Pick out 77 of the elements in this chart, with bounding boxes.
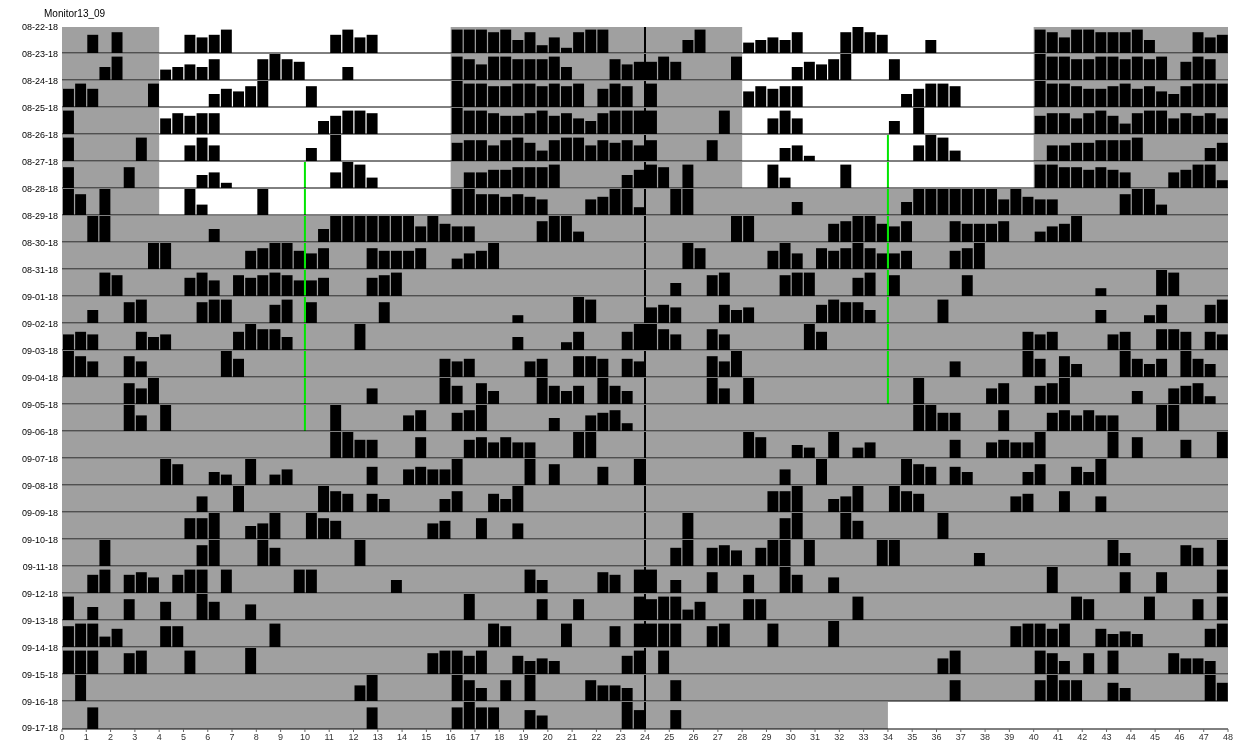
y-axis-title: 08-29-18 <box>20 210 58 222</box>
x-tick-label: 22 <box>591 732 602 743</box>
y-axis-title: 09-08-18 <box>20 480 58 492</box>
y-axis-title: 09-13-18 <box>20 615 58 627</box>
x-tick-label: 39 <box>1004 732 1015 743</box>
x-tick-label: 2 <box>108 732 114 743</box>
y-axis-title: 09-06-18 <box>20 426 58 438</box>
x-tick-label: 29 <box>761 732 772 743</box>
y-axis-title: 08-24-18 <box>20 75 58 87</box>
x-tick-label: 14 <box>397 732 408 743</box>
y-axis-title: 08-23-18 <box>20 48 58 60</box>
y-axis-title: 09-11-18 <box>21 561 58 573</box>
x-tick-label: 30 <box>785 732 796 743</box>
x-tick-label: 24 <box>639 732 651 743</box>
x-tick-label: 3 <box>132 732 138 743</box>
x-tick-label: 42 <box>1077 732 1088 743</box>
y-axis-title: 09-02-18 <box>20 318 58 330</box>
x-tick-label: 38 <box>980 732 991 743</box>
x-tick-label: 32 <box>834 732 845 743</box>
chart-title: Monitor13_09 <box>44 8 106 19</box>
x-tick-label: 37 <box>955 732 966 743</box>
y-axis-title: 08-28-18 <box>20 183 58 195</box>
x-tick-label: 26 <box>688 732 699 743</box>
y-axis-title: 09-14-18 <box>20 642 58 654</box>
x-tick-label: 31 <box>810 732 821 743</box>
x-tick-label: 35 <box>907 732 918 743</box>
x-tick-label: 16 <box>445 732 456 743</box>
y-axis-title: 09-03-18 <box>20 345 58 357</box>
x-tick-label: 20 <box>542 732 553 743</box>
y-axis-title: 09-07-18 <box>20 453 58 465</box>
x-tick-label: 5 <box>180 732 186 743</box>
x-tick-label: 46 <box>1174 732 1185 743</box>
x-tick-label: 40 <box>1028 732 1039 743</box>
text: 09-17-18 <box>20 722 58 734</box>
x-tick-label: 10 <box>299 732 310 743</box>
x-tick-label: 21 <box>567 732 578 743</box>
x-tick-label: 27 <box>712 732 723 743</box>
x-tick-label: 11 <box>324 732 334 743</box>
x-tick-label: 44 <box>1125 732 1136 743</box>
x-tick-label: 25 <box>664 732 675 743</box>
x-tick-label: 47 <box>1198 732 1209 743</box>
y-axis-title: 09-12-18 <box>20 588 58 600</box>
y-axis-title: 09-09-18 <box>20 507 58 519</box>
x-tick-label: 28 <box>737 732 748 743</box>
x-tick-label: 43 <box>1101 732 1112 743</box>
y-axis-title: 08-26-18 <box>20 129 58 141</box>
x-tick-label: 33 <box>858 732 869 743</box>
x-tick-label: 17 <box>469 732 480 743</box>
y-axis-title: 09-10-18 <box>20 534 58 546</box>
x-tick-label: 1 <box>83 732 89 743</box>
y-axis-title: 09-16-18 <box>20 696 58 708</box>
x-tick-label: 23 <box>615 732 626 743</box>
x-tick-label: 19 <box>518 732 529 743</box>
y-axis-title: 08-30-18 <box>20 237 58 249</box>
x-tick-label: 9 <box>278 732 284 743</box>
x-tick-label: 34 <box>882 732 893 743</box>
y-axis-title: 09-05-18 <box>20 399 58 411</box>
y-axis-title: 09-15-18 <box>20 669 58 681</box>
x-tick-label: 7 <box>229 732 235 743</box>
y-axis-title: 08-22-18 <box>20 21 58 33</box>
x-tick-label: 45 <box>1150 732 1161 743</box>
y-axis-title: 09-01-18 <box>20 291 58 303</box>
x-tick-label: 4 <box>156 732 162 743</box>
y-axis-title: 08-31-18 <box>20 264 58 276</box>
x-tick-label: 8 <box>253 732 259 743</box>
y-axis-title: 08-25-18 <box>20 102 58 114</box>
x-tick-label: 36 <box>931 732 942 743</box>
x-tick-label: 18 <box>494 732 505 743</box>
y-axis-title: 08-27-18 <box>20 156 58 168</box>
x-tick-label: 12 <box>348 732 359 743</box>
x-tick-label: 6 <box>205 732 211 743</box>
x-tick-label: 13 <box>372 732 383 743</box>
x-tick-label: 48 <box>1222 732 1234 743</box>
y-axis-title: 09-04-18 <box>20 372 58 384</box>
x-tick-label: 15 <box>421 732 432 743</box>
x-tick-label: 41 <box>1052 732 1063 743</box>
x-tick-label: 0 <box>59 732 65 743</box>
